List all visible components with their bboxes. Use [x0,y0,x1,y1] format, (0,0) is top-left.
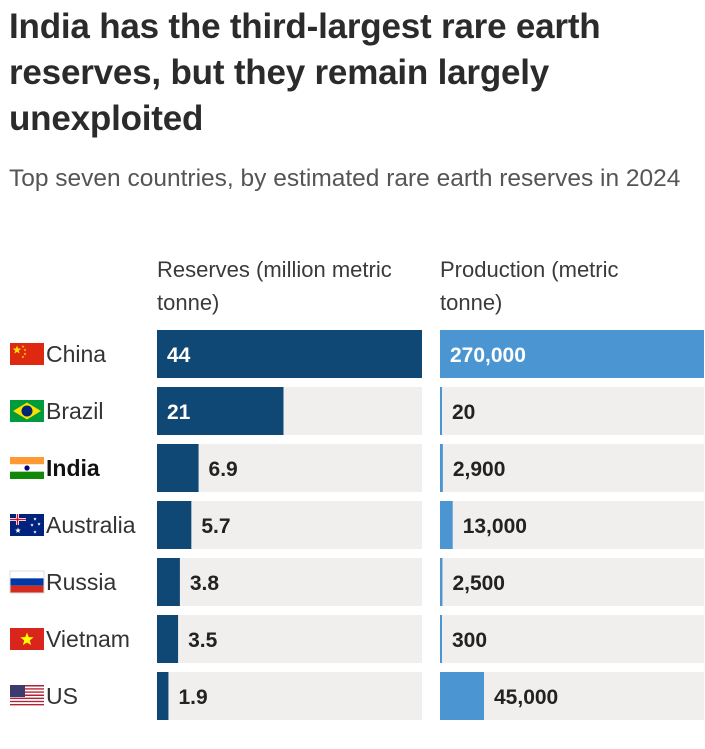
production-bar-us [440,672,484,720]
production-bar-india [440,444,443,492]
reserves-bar-india [157,444,199,492]
reserves-bar-brazil [157,387,284,435]
production-track-brazil [440,387,704,435]
production-track-australia [440,501,704,549]
reserves-value-label-india: 6.9 [209,458,238,481]
production-track-india [440,444,704,492]
production-value-label-australia: 13,000 [463,515,527,538]
reserves-value-label-us: 1.9 [178,686,207,709]
reserves-track-us [157,672,422,720]
reserves-value-label-russia: 3.8 [190,572,220,595]
production-value-label-russia: 2,500 [452,572,505,595]
production-track-russia [440,558,704,606]
production-bar-brazil [440,387,442,435]
production-value-label-brazil: 20 [452,401,475,424]
reserves-bar-us [157,672,169,720]
production-value-label-india: 2,900 [453,458,506,481]
reserves-value-label-brazil: 21 [167,401,191,424]
chart-title: India has the third-largest rare earth r… [9,7,601,138]
production-value-label-china: 270,000 [450,344,526,367]
vietnam-flag-icon [10,628,44,650]
reserves-track-vietnam [157,615,422,663]
chart-subtitle: Top seven countries, by estimated rare e… [9,165,681,192]
country-label-china: China [46,341,106,367]
india-flag-icon [10,457,44,479]
production-bar-australia [440,501,453,549]
reserves-column-header: Reserves (million metric tonne) [157,257,392,315]
reserves-value-label-china: 44 [167,344,191,367]
reserves-track-australia [157,501,422,549]
production-track-vietnam [440,615,704,663]
reserves-bar-australia [157,501,192,549]
reserves-track-russia [157,558,422,606]
reserves-bar-vietnam [157,615,179,663]
russia-flag-icon [9,570,45,594]
reserves-value-label-australia: 5.7 [201,515,230,538]
country-label-russia: Russia [46,569,117,595]
country-label-australia: Australia [46,512,136,538]
production-column-header: Production (metric tonne) [440,257,619,315]
reserves-value-label-vietnam: 3.5 [188,629,218,652]
reserves-bar-china [157,330,422,378]
production-bar-china [440,330,704,378]
country-label-vietnam: Vietnam [46,626,130,652]
china-flag-icon [10,343,44,365]
production-bar-vietnam [440,615,442,663]
country-label-india: India [46,455,100,481]
reserves-bar-russia [157,558,180,606]
production-value-label-us: 45,000 [494,686,558,709]
australia-flag-icon [10,514,44,536]
country-label-us: US [46,683,78,709]
reserves-track-india [157,444,422,492]
production-value-label-vietnam: 300 [452,629,487,652]
country-label-brazil: Brazil [46,398,104,424]
production-bar-russia [440,558,443,606]
brazil-flag-icon [10,400,44,422]
us-flag-icon [10,685,44,707]
